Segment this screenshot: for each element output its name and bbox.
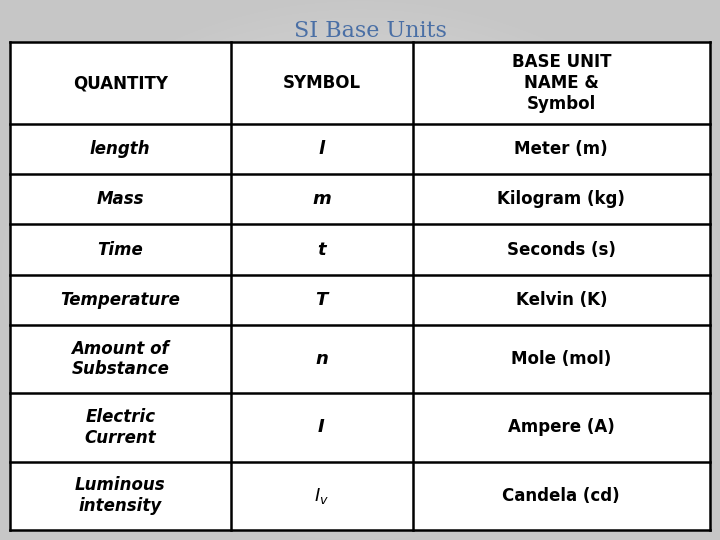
Text: Mole (mol): Mole (mol) — [511, 350, 611, 368]
Text: Electric
Current: Electric Current — [84, 408, 156, 447]
Text: Meter (m): Meter (m) — [514, 140, 608, 158]
Text: Seconds (s): Seconds (s) — [507, 240, 616, 259]
Text: Candela (cd): Candela (cd) — [503, 487, 620, 505]
Text: Time: Time — [97, 240, 143, 259]
Text: Kilogram (kg): Kilogram (kg) — [498, 190, 625, 208]
Text: l: l — [318, 140, 325, 158]
Text: Luminous
intensity: Luminous intensity — [75, 476, 166, 515]
Text: T: T — [315, 291, 328, 309]
Text: n: n — [315, 350, 328, 368]
Text: Ampere (A): Ampere (A) — [508, 418, 615, 436]
Text: BASE UNIT
NAME &
Symbol: BASE UNIT NAME & Symbol — [511, 53, 611, 113]
Text: I: I — [318, 418, 325, 436]
Text: Kelvin (K): Kelvin (K) — [516, 291, 607, 309]
Text: QUANTITY: QUANTITY — [73, 74, 168, 92]
Text: length: length — [90, 140, 150, 158]
Text: SYMBOL: SYMBOL — [282, 74, 361, 92]
Text: SI Base Units: SI Base Units — [294, 20, 446, 42]
Text: $\mathit{I}_v$: $\mathit{I}_v$ — [314, 486, 329, 506]
Text: Mass: Mass — [96, 190, 144, 208]
Text: Amount of
Substance: Amount of Substance — [71, 340, 169, 379]
Text: Temperature: Temperature — [60, 291, 180, 309]
Text: m: m — [312, 190, 331, 208]
Text: t: t — [318, 240, 326, 259]
